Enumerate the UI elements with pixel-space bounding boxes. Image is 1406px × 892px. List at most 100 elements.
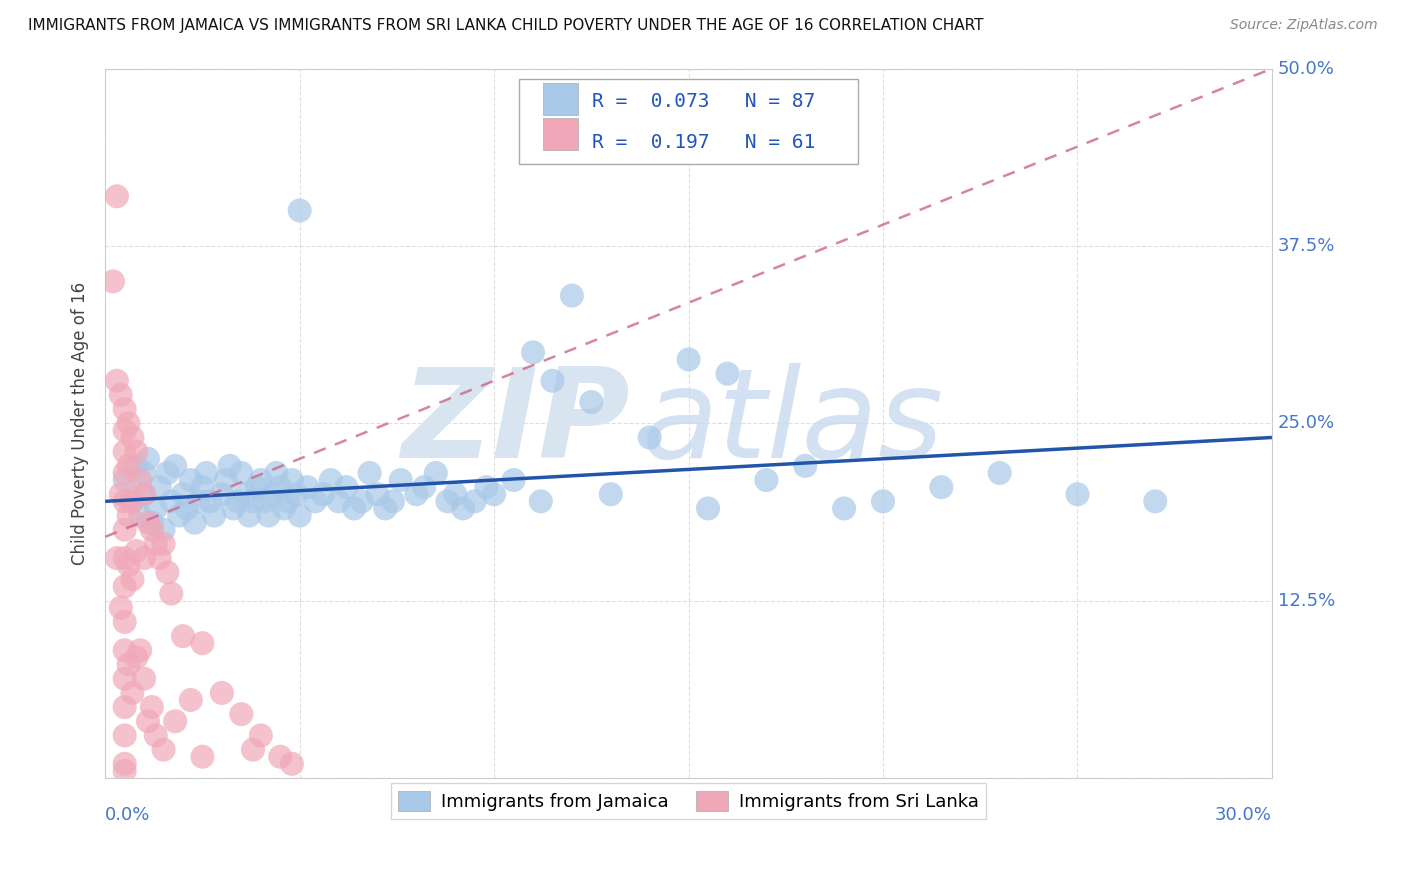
Point bbox=[132, 551, 155, 566]
Point bbox=[101, 274, 124, 288]
Point bbox=[191, 636, 214, 650]
Point bbox=[121, 494, 143, 508]
Text: 0.0%: 0.0% bbox=[105, 806, 150, 824]
Point bbox=[191, 749, 214, 764]
Point bbox=[253, 494, 276, 508]
Point bbox=[136, 714, 159, 729]
Point bbox=[141, 516, 163, 530]
Point bbox=[117, 458, 139, 473]
Text: R =  0.073   N = 87: R = 0.073 N = 87 bbox=[592, 92, 815, 111]
Point bbox=[304, 494, 326, 508]
Point bbox=[114, 728, 136, 742]
Point bbox=[1144, 494, 1167, 508]
Text: R =  0.197   N = 61: R = 0.197 N = 61 bbox=[592, 133, 815, 152]
Point bbox=[167, 508, 190, 523]
Point bbox=[281, 756, 304, 771]
Point bbox=[183, 516, 205, 530]
Point bbox=[114, 756, 136, 771]
Text: atlas: atlas bbox=[643, 363, 943, 483]
Y-axis label: Child Poverty Under the Age of 16: Child Poverty Under the Age of 16 bbox=[72, 282, 89, 565]
Point bbox=[156, 466, 179, 480]
Point bbox=[226, 494, 249, 508]
Point bbox=[114, 615, 136, 629]
Point bbox=[269, 480, 291, 494]
Point bbox=[172, 487, 194, 501]
Point bbox=[233, 487, 256, 501]
Point bbox=[132, 672, 155, 686]
Point bbox=[242, 494, 264, 508]
Point bbox=[125, 444, 148, 458]
Point bbox=[444, 487, 467, 501]
Point bbox=[105, 551, 128, 566]
Point bbox=[288, 203, 311, 218]
Point bbox=[152, 523, 174, 537]
Text: 30.0%: 30.0% bbox=[1215, 806, 1272, 824]
Point bbox=[105, 374, 128, 388]
Point bbox=[231, 466, 253, 480]
Point bbox=[482, 487, 505, 501]
Point bbox=[374, 501, 396, 516]
Bar bbox=[543, 83, 578, 115]
Point bbox=[105, 189, 128, 203]
Point bbox=[114, 402, 136, 417]
Point bbox=[794, 458, 817, 473]
Point bbox=[211, 686, 233, 700]
Point bbox=[436, 494, 458, 508]
Point bbox=[121, 573, 143, 587]
Point bbox=[129, 508, 152, 523]
Point bbox=[218, 458, 240, 473]
Point bbox=[114, 494, 136, 508]
Point bbox=[125, 650, 148, 665]
Point bbox=[152, 742, 174, 756]
Point bbox=[114, 466, 136, 480]
Point bbox=[599, 487, 621, 501]
Point bbox=[180, 693, 202, 707]
Point bbox=[191, 480, 214, 494]
Point bbox=[114, 551, 136, 566]
Point bbox=[238, 508, 260, 523]
Point bbox=[165, 458, 187, 473]
Point bbox=[319, 473, 342, 487]
Point bbox=[425, 466, 447, 480]
Point bbox=[160, 586, 183, 600]
Point bbox=[117, 508, 139, 523]
Point bbox=[231, 707, 253, 722]
Point bbox=[145, 537, 167, 551]
Point bbox=[405, 487, 427, 501]
Text: 25.0%: 25.0% bbox=[1278, 414, 1334, 433]
Point bbox=[176, 501, 198, 516]
Point bbox=[110, 600, 132, 615]
Point bbox=[215, 473, 238, 487]
Point bbox=[277, 494, 299, 508]
Point bbox=[156, 566, 179, 580]
Point bbox=[246, 480, 269, 494]
Text: 37.5%: 37.5% bbox=[1278, 237, 1336, 255]
Text: 12.5%: 12.5% bbox=[1278, 591, 1336, 609]
Point bbox=[328, 494, 350, 508]
Point bbox=[141, 700, 163, 714]
Legend: Immigrants from Jamaica, Immigrants from Sri Lanka: Immigrants from Jamaica, Immigrants from… bbox=[391, 783, 987, 819]
Point bbox=[389, 473, 412, 487]
Point bbox=[117, 657, 139, 672]
Point bbox=[242, 742, 264, 756]
Point bbox=[312, 487, 335, 501]
Point bbox=[262, 487, 284, 501]
Point bbox=[297, 480, 319, 494]
Point bbox=[132, 487, 155, 501]
Point bbox=[502, 473, 524, 487]
Point bbox=[114, 579, 136, 593]
Point bbox=[165, 714, 187, 729]
Point bbox=[114, 643, 136, 657]
Point bbox=[678, 352, 700, 367]
Point bbox=[145, 728, 167, 742]
Point bbox=[117, 558, 139, 573]
Point bbox=[222, 501, 245, 516]
Point bbox=[160, 494, 183, 508]
Point bbox=[180, 473, 202, 487]
Point bbox=[129, 643, 152, 657]
Point bbox=[114, 444, 136, 458]
Point bbox=[413, 480, 436, 494]
Point bbox=[343, 501, 366, 516]
Point bbox=[269, 749, 291, 764]
Point bbox=[132, 487, 155, 501]
